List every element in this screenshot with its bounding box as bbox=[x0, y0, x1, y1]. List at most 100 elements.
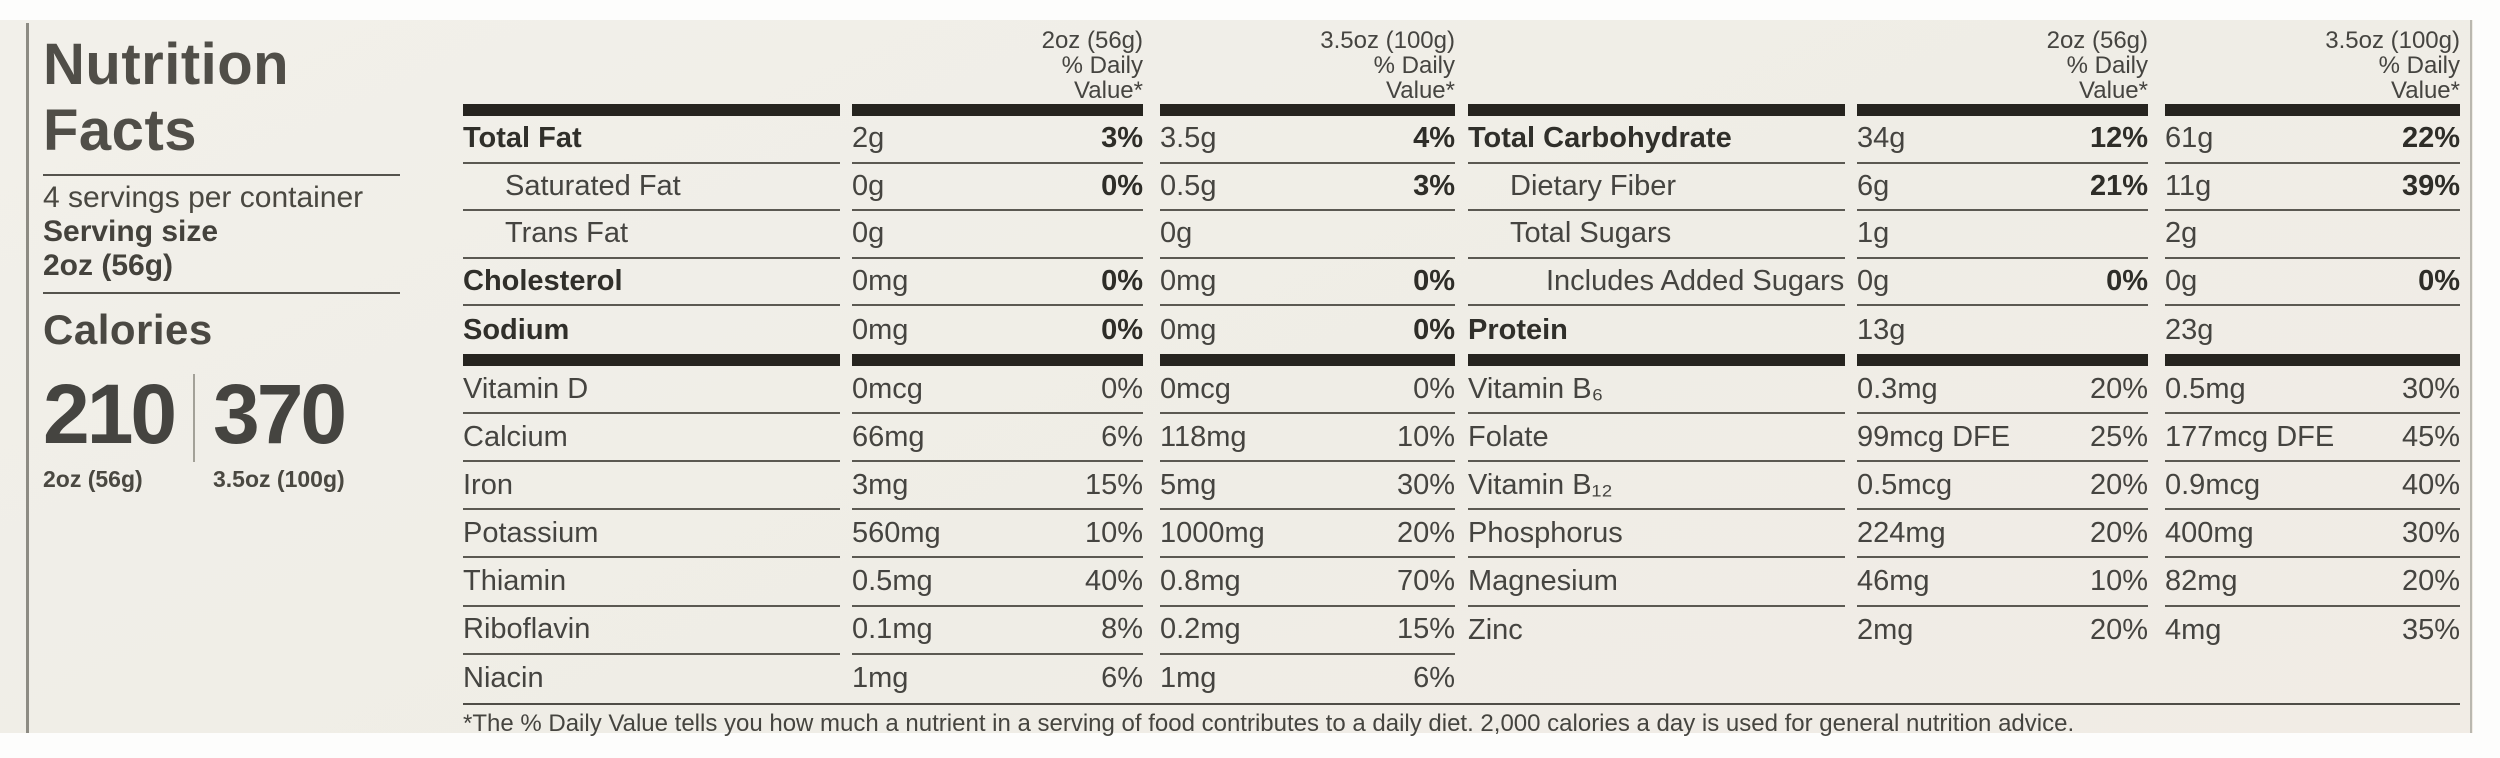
serving-2-cell: 1mg 6% bbox=[1160, 655, 1455, 703]
serving-1-cell: 13g bbox=[1857, 306, 2148, 354]
daily-value-percent: 30% bbox=[1396, 468, 1455, 501]
daily-value-percent: 40% bbox=[1084, 565, 1143, 598]
nutrient-row: Includes Added Sugars 0g 0% 0g 0% bbox=[1468, 259, 2460, 307]
serving-1-cell: 224mg 20% bbox=[1857, 510, 2148, 559]
nutrient-row: Vitamin D 0mcg 0% 0mcg 0% bbox=[463, 366, 1455, 415]
serving-2-cell: 5mg 30% bbox=[1160, 462, 1455, 511]
amount-value: 0mg bbox=[852, 313, 909, 346]
nutrient-row: Protein 13g 23g bbox=[1468, 306, 2460, 354]
serving-1-cell: 2mg 20% bbox=[1857, 607, 2148, 655]
servings-per-container: 4 servings per container bbox=[43, 181, 364, 214]
calories-divider bbox=[193, 374, 195, 462]
amount-value: 0.8mg bbox=[1160, 565, 1241, 598]
nutrient-name: Riboflavin bbox=[463, 613, 591, 646]
amount-value: 82mg bbox=[2165, 565, 2238, 598]
nutrient-row: Phosphorus 224mg 20% 400mg 30% bbox=[1468, 510, 2460, 559]
amount-value: 6g bbox=[1857, 169, 1890, 202]
amount-value: 0.1mg bbox=[852, 613, 933, 646]
column-header-line: Value* bbox=[1386, 77, 1455, 104]
calories-label: Calories bbox=[43, 306, 213, 353]
serving-2-cell bbox=[2165, 655, 2460, 703]
serving-2-cell: 4mg 35% bbox=[2165, 607, 2460, 655]
nutrient-row: Total Carbohydrate 34g 12% 61g 22% bbox=[1468, 116, 2460, 164]
serving-1-cell: 0g 0% bbox=[1857, 259, 2148, 307]
serving-1-cell: 0.3mg 20% bbox=[1857, 366, 2148, 415]
nutrient-name: Calcium bbox=[463, 420, 568, 453]
amount-value: 1mg bbox=[1160, 662, 1217, 695]
serving-2-cell: 61g 22% bbox=[2165, 116, 2460, 164]
amount-value: 0g bbox=[852, 217, 885, 250]
daily-value-percent: 15% bbox=[1084, 468, 1143, 501]
daily-value-percent: 20% bbox=[2089, 372, 2148, 405]
daily-value-percent: 30% bbox=[2401, 372, 2460, 405]
nutrient-name: Protein bbox=[1468, 313, 1568, 346]
nutrient-table-right: 2oz (56g)% Daily Value* 3.5oz (100g)% Dail… bbox=[1468, 20, 2460, 703]
nutrient-row: Vitamin B₆ 0.3mg 20% 0.5mg 30% bbox=[1468, 366, 2460, 415]
serving-2-cell: 82mg 20% bbox=[2165, 558, 2460, 607]
nutrient-row: Iron 3mg 15% 5mg 30% bbox=[463, 462, 1455, 511]
amount-value: 0g bbox=[1160, 217, 1193, 250]
daily-value-percent: 0% bbox=[2106, 265, 2148, 298]
amount-value: 0.3mg bbox=[1857, 372, 1938, 405]
serving-2-cell: 2g bbox=[2165, 211, 2460, 259]
serving-1-cell: 0g bbox=[852, 211, 1143, 259]
serving-2-cell: 0mg 0% bbox=[1160, 306, 1455, 354]
amount-value: 46mg bbox=[1857, 565, 1930, 598]
daily-value-percent: 10% bbox=[1396, 420, 1455, 453]
nutrient-row: Dietary Fiber 6g 21% 11g 39% bbox=[1468, 164, 2460, 212]
daily-value-percent: 40% bbox=[2401, 468, 2460, 501]
serving-2-cell: 0mg 0% bbox=[1160, 259, 1455, 307]
amount-value: 560mg bbox=[852, 516, 941, 549]
serving-1-cell: 34g 12% bbox=[1857, 116, 2148, 164]
daily-value-percent: 10% bbox=[2089, 565, 2148, 598]
serving-2-cell: 23g bbox=[2165, 306, 2460, 354]
serving-1-cell: 560mg 10% bbox=[852, 510, 1143, 559]
daily-value-percent: 10% bbox=[1084, 516, 1143, 549]
nutrient-name: Iron bbox=[463, 468, 513, 501]
amount-value: 0g bbox=[2165, 265, 2198, 298]
calories-serving-1: 210 2oz (56g) bbox=[43, 368, 193, 493]
nutrient-name: Phosphorus bbox=[1468, 516, 1623, 549]
column-header-line: 2oz (56g) bbox=[1041, 27, 1143, 54]
amount-value: 0.9mcg bbox=[2165, 468, 2261, 501]
daily-value-percent: 0% bbox=[1101, 313, 1143, 346]
serving-1-cell: 0.5mg 40% bbox=[852, 558, 1143, 607]
amount-value: 0g bbox=[1857, 265, 1890, 298]
daily-value-percent: 0% bbox=[1413, 313, 1455, 346]
amount-value: 0.5g bbox=[1160, 169, 1217, 202]
serving-1-cell: 0mg 0% bbox=[852, 306, 1143, 354]
title-line-2: Facts bbox=[43, 98, 198, 163]
amount-value: 118mg bbox=[1160, 420, 1247, 453]
amount-value: 1g bbox=[1857, 217, 1890, 250]
amount-value: 99mcg DFE bbox=[1857, 420, 2011, 453]
serving-2-cell: 0mcg 0% bbox=[1160, 366, 1455, 415]
calories-value: 370 bbox=[213, 367, 347, 461]
nutrient-row: Zinc 2mg 20% 4mg 35% bbox=[1468, 607, 2460, 655]
nutrient-name: Vitamin D bbox=[463, 372, 589, 405]
column-header-line: 3.5oz (100g) bbox=[1320, 27, 1455, 54]
serving-1-cell: 46mg 10% bbox=[1857, 558, 2148, 607]
daily-value-percent: 0% bbox=[1101, 372, 1143, 405]
column-header-line: % Daily bbox=[1373, 52, 1455, 79]
amount-value: 4mg bbox=[2165, 614, 2222, 647]
serving-2-cell: 0g bbox=[1160, 211, 1455, 259]
amount-value: 11g bbox=[2165, 169, 2212, 202]
serving-2-cell: 0.9mcg 40% bbox=[2165, 462, 2460, 511]
serving-2-cell: 177mcg DFE 45% bbox=[2165, 414, 2460, 463]
serving-1-cell: 0g 0% bbox=[852, 164, 1143, 212]
serving-size-value: 2oz (56g) bbox=[43, 249, 174, 282]
nutrient-name: Folate bbox=[1468, 420, 1549, 453]
column-header-line: Value* bbox=[2391, 77, 2460, 104]
amount-value: 224mg bbox=[1857, 516, 1946, 549]
amount-value: 3mg bbox=[852, 468, 909, 501]
daily-value-percent: 20% bbox=[2401, 565, 2460, 598]
divider bbox=[43, 174, 400, 176]
daily-value-percent: 0% bbox=[1413, 265, 1455, 298]
amount-value: 400mg bbox=[2165, 516, 2254, 549]
footnote-rule bbox=[463, 703, 2460, 705]
nutrient-name: Niacin bbox=[463, 662, 544, 695]
serving-2-cell: 0.5mg 30% bbox=[2165, 366, 2460, 415]
nutrient-name: Cholesterol bbox=[463, 265, 623, 298]
serving-2-cell: 0.2mg 15% bbox=[1160, 607, 1455, 655]
calories-serving-label: 3.5oz (100g) bbox=[213, 466, 345, 492]
